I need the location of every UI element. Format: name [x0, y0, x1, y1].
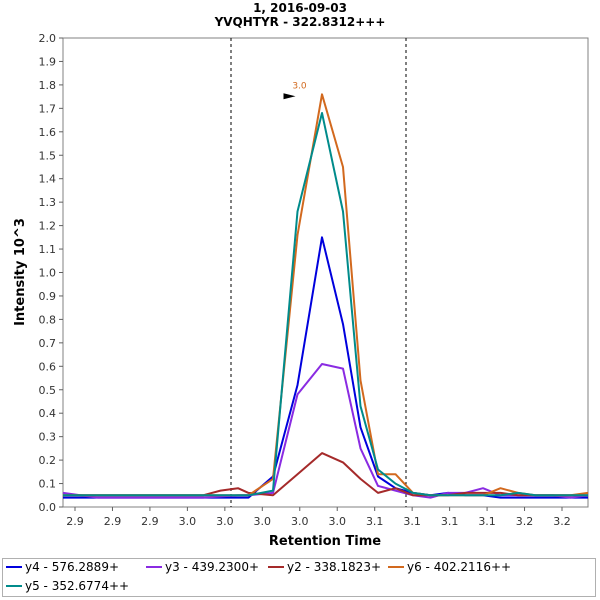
x-tick-label: 2.9 [66, 515, 84, 528]
chart-subtitle: YVQHTYR - 322.8312+++ [214, 15, 386, 29]
y-tick-label: 1.2 [39, 220, 57, 233]
legend-label: y3 - 439.2300+ [165, 560, 260, 574]
legend-swatch [6, 585, 22, 587]
y-tick-label: 0.8 [39, 313, 57, 326]
y-tick-label: 0.0 [39, 501, 57, 514]
y-tick-label: 0.5 [39, 384, 57, 397]
chart-title: 1, 2016-09-03 [253, 1, 347, 15]
y-tick-label: 0.9 [39, 290, 57, 303]
x-tick-label: 3.1 [403, 515, 421, 528]
legend-label: y6 - 402.2116++ [407, 560, 512, 574]
peak-marker-arrow [283, 93, 296, 100]
y-tick-label: 1.3 [39, 196, 57, 209]
legend-item: y6 - 402.2116++ [388, 560, 511, 574]
x-tick-label: 3.0 [216, 515, 234, 528]
x-tick-label: 3.0 [179, 515, 197, 528]
y-tick-label: 0.6 [39, 360, 57, 373]
y-tick-label: 1.0 [39, 267, 57, 280]
y-tick-label: 0.1 [39, 478, 57, 491]
y-tick-label: 1.7 [39, 102, 57, 115]
y-tick-label: 0.3 [39, 431, 57, 444]
y-tick-label: 0.4 [39, 407, 57, 420]
y-tick-label: 2.0 [39, 32, 57, 45]
plot-area [62, 37, 589, 508]
legend-item: y3 - 439.2300+ [146, 560, 259, 574]
x-axis-label: Retention Time [269, 534, 381, 549]
x-tick-label: 3.1 [478, 515, 496, 528]
x-tick-label: 3.1 [366, 515, 384, 528]
legend-swatch [6, 566, 22, 568]
x-tick-label: 3.0 [328, 515, 346, 528]
x-tick-label: 2.9 [104, 515, 122, 528]
y-tick-label: 1.8 [39, 79, 57, 92]
legend-swatch [146, 566, 162, 568]
series-line [63, 112, 588, 497]
x-tick-label: 3.0 [291, 515, 309, 528]
legend-item: y5 - 352.6774++ [6, 579, 129, 593]
legend-label: y2 - 338.1823+ [287, 560, 382, 574]
x-tick-label: 2.9 [141, 515, 159, 528]
x-tick-label: 3.2 [553, 515, 571, 528]
y-axis-label: Intensity 10^3 [13, 218, 28, 326]
x-tick-label: 3.2 [516, 515, 534, 528]
legend-label: y5 - 352.6774++ [25, 579, 130, 593]
y-tick-label: 1.6 [39, 126, 57, 139]
x-tick-label: 3.0 [254, 515, 272, 528]
y-tick-label: 1.9 [39, 55, 57, 68]
legend-item: y2 - 338.1823+ [268, 560, 381, 574]
y-tick-label: 0.7 [39, 337, 57, 350]
legend: y4 - 576.2889+ y3 - 439.2300+ y2 - 338.182… [2, 558, 596, 597]
y-tick-label: 1.4 [39, 173, 57, 186]
legend-label: y4 - 576.2889+ [25, 560, 120, 574]
legend-item: y4 - 576.2889+ [6, 560, 119, 574]
y-tick-label: 1.1 [39, 243, 57, 256]
y-tick-label: 0.2 [39, 454, 57, 467]
y-tick-label: 1.5 [39, 149, 57, 162]
peak-label: 3.0 [292, 81, 307, 91]
legend-swatch [388, 566, 404, 568]
legend-swatch [268, 566, 284, 568]
x-tick-label: 3.1 [441, 515, 459, 528]
